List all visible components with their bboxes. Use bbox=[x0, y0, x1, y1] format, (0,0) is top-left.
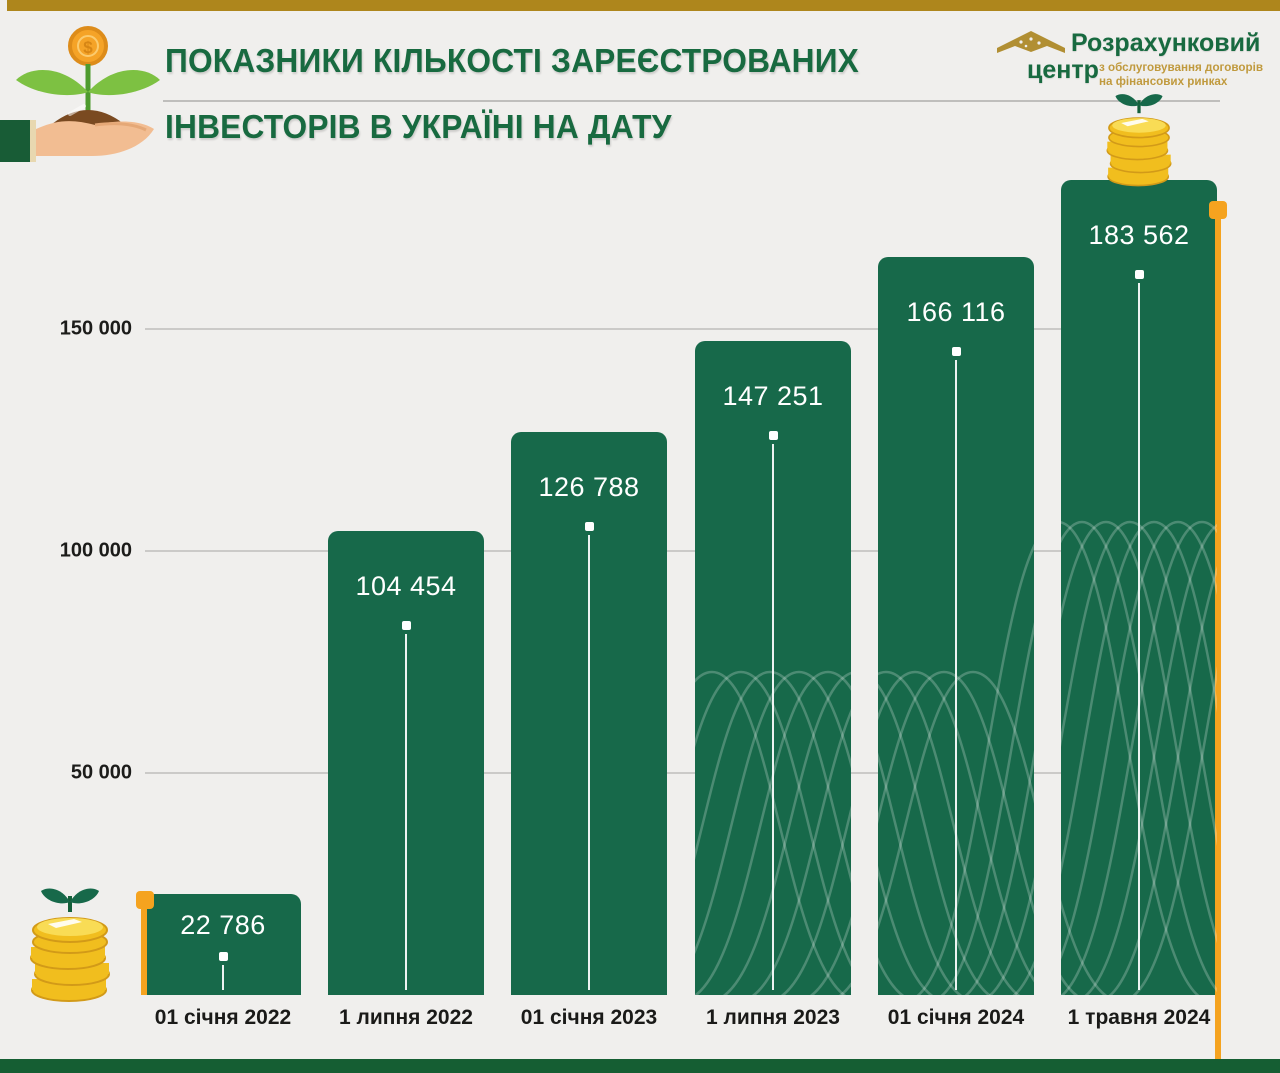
bar-marker-line bbox=[955, 360, 957, 990]
bar-marker-line bbox=[1138, 283, 1140, 990]
accent-line-right bbox=[1215, 210, 1221, 1059]
y-axis-tick-label: 50 000 bbox=[70, 761, 132, 784]
gridline bbox=[145, 328, 1218, 330]
hand-plant-icon: $ bbox=[0, 26, 160, 162]
coin-stack-small-icon bbox=[1105, 92, 1173, 188]
page-title-line2: ІНВЕСТОРІВ В УКРАЇНІ НА ДАТУ bbox=[165, 108, 672, 145]
bar-marker-square bbox=[401, 621, 411, 630]
page-title-line1: ПОКАЗНИКИ КІЛЬКОСТІ ЗАРЕЄСТРОВАНИХ bbox=[165, 42, 860, 79]
logo-tagline-line2: на фінансових ринках bbox=[1099, 74, 1228, 88]
x-axis-label: 01 січня 2024 bbox=[887, 1006, 1025, 1029]
bar-value-label: 147 251 bbox=[722, 381, 824, 411]
title-separator bbox=[163, 100, 1220, 102]
bar-marker-square bbox=[1134, 270, 1144, 279]
logo-tagline-line1: з обслуговування договорів bbox=[1099, 60, 1263, 74]
bar-marker-square bbox=[584, 522, 594, 531]
bar-marker-square bbox=[218, 952, 228, 961]
x-axis-label: 1 липня 2023 bbox=[706, 1006, 840, 1029]
x-axis-label: 1 липня 2022 bbox=[339, 1006, 473, 1029]
svg-text:$: $ bbox=[83, 38, 93, 57]
logo-emblem-icon bbox=[997, 31, 1065, 53]
accent-line-left bbox=[141, 906, 147, 995]
footer-bar bbox=[0, 1059, 1280, 1073]
logo-name-line1: Розрахунковий bbox=[1071, 29, 1261, 57]
bar-marker-square bbox=[768, 431, 778, 440]
bar-value-label: 183 562 bbox=[1088, 220, 1190, 250]
logo-name-line2: центр bbox=[1027, 56, 1099, 84]
bar-marker-line bbox=[405, 634, 407, 990]
x-axis-label: 01 січня 2023 bbox=[520, 1006, 658, 1029]
top-accent-bar bbox=[7, 0, 1280, 11]
bar-marker-square bbox=[951, 347, 961, 356]
x-axis-label: 1 травня 2024 bbox=[1067, 1006, 1211, 1029]
gridline bbox=[145, 772, 1218, 774]
bar-value-label: 166 116 bbox=[906, 297, 1006, 327]
x-axis-label: 01 січня 2022 bbox=[154, 1006, 292, 1029]
accent-knob-right bbox=[1209, 201, 1227, 219]
bar-value-label: 104 454 bbox=[355, 571, 457, 601]
bar-value-label: 22 786 bbox=[180, 910, 266, 940]
bar-value-label: 126 788 bbox=[538, 472, 640, 502]
bar-marker-line bbox=[222, 965, 224, 990]
coin-stack-icon bbox=[29, 886, 111, 1003]
bar-marker-line bbox=[772, 444, 774, 990]
accent-knob-left bbox=[136, 891, 154, 909]
y-axis-tick-label: 150 000 bbox=[59, 317, 132, 340]
bar-marker-line bbox=[588, 535, 590, 990]
gridline bbox=[145, 550, 1218, 552]
y-axis-tick-label: 100 000 bbox=[59, 539, 132, 562]
